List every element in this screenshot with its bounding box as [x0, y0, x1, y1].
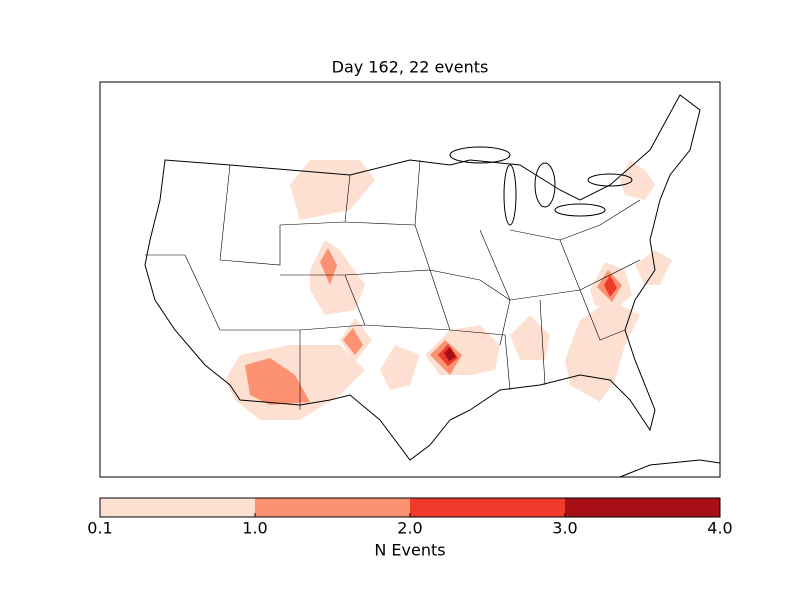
lake [534, 162, 556, 208]
coastline [144, 94, 701, 461]
contour [635, 250, 672, 285]
contour [565, 300, 640, 402]
colorbar-label: N Events [374, 541, 445, 560]
state-borders [145, 159, 641, 410]
lake [503, 164, 517, 226]
contour [343, 328, 363, 355]
colorbar-tick-label: 0.1 [87, 519, 112, 538]
colorbar-segment [255, 498, 410, 517]
contour [320, 248, 337, 285]
map-area [99, 81, 721, 478]
colorbar-tick-label: 1.0 [242, 519, 267, 538]
contour [620, 160, 655, 200]
contour [290, 160, 375, 220]
lake [587, 173, 633, 187]
colorbar-tick-label: 4.0 [707, 519, 732, 538]
colorbar-segment [410, 498, 565, 517]
contour [380, 345, 420, 390]
colorbar-segment [100, 498, 255, 517]
map-frame [99, 81, 721, 478]
colorbar-tick-label: 3.0 [552, 519, 577, 538]
map-title: Day 162, 22 events [332, 58, 489, 77]
colorbar: 0.1 1.0 2.0 3.0 4.0 [87, 497, 733, 538]
contour [510, 315, 550, 360]
lake [554, 203, 606, 217]
event-contours [225, 160, 672, 420]
lake [449, 146, 511, 164]
contour [245, 358, 310, 405]
colorbar-segment [565, 498, 720, 517]
coastline [619, 459, 721, 478]
contour [604, 275, 617, 297]
contour [444, 347, 456, 361]
colorbar-tick-label: 2.0 [397, 519, 422, 538]
